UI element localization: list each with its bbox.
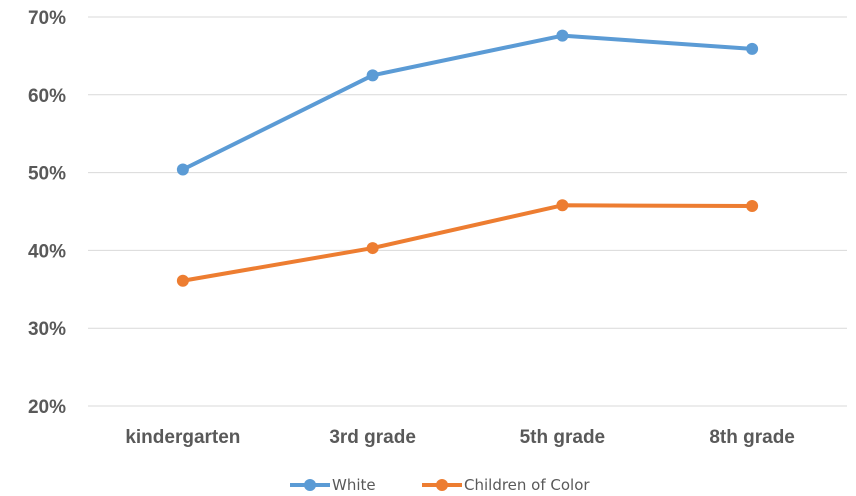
legend-label: Children of Color	[464, 476, 590, 494]
legend-item-children-of-color: Children of Color	[422, 476, 590, 494]
x-tick-label: 8th grade	[709, 427, 795, 448]
series-line-white	[180, 33, 755, 172]
series-group	[176, 29, 759, 287]
series-line-children-of-color	[180, 203, 755, 283]
x-axis-tick-labels: kindergarten 3rd grade 5th grade 8th grade	[125, 427, 795, 448]
data-point-white	[556, 29, 569, 42]
data-point-white	[366, 69, 379, 82]
data-point-white	[746, 42, 759, 55]
legend: White Children of Color	[290, 476, 590, 494]
legend-marker-swatch	[436, 479, 448, 491]
data-point-children-of-color	[556, 199, 569, 212]
legend-item-white: White	[290, 476, 376, 494]
x-tick-label: 5th grade	[520, 427, 606, 448]
legend-label: White	[332, 476, 376, 494]
y-tick-label: 60%	[28, 86, 66, 107]
y-tick-label: 50%	[28, 164, 66, 185]
data-point-children-of-color	[366, 242, 379, 255]
data-point-children-of-color	[176, 274, 189, 287]
y-axis-tick-labels: 20% 30% 40% 50% 60% 70%	[28, 8, 66, 418]
y-tick-label: 20%	[28, 397, 66, 418]
x-tick-label: kindergarten	[125, 427, 240, 448]
data-point-white	[176, 163, 189, 176]
data-point-children-of-color	[746, 200, 759, 213]
x-tick-label: 3rd grade	[329, 427, 416, 448]
y-tick-label: 40%	[28, 241, 66, 262]
legend-marker-swatch	[304, 479, 316, 491]
y-tick-label: 70%	[28, 8, 66, 29]
y-tick-label: 30%	[28, 319, 66, 340]
gridlines	[88, 16, 847, 407]
